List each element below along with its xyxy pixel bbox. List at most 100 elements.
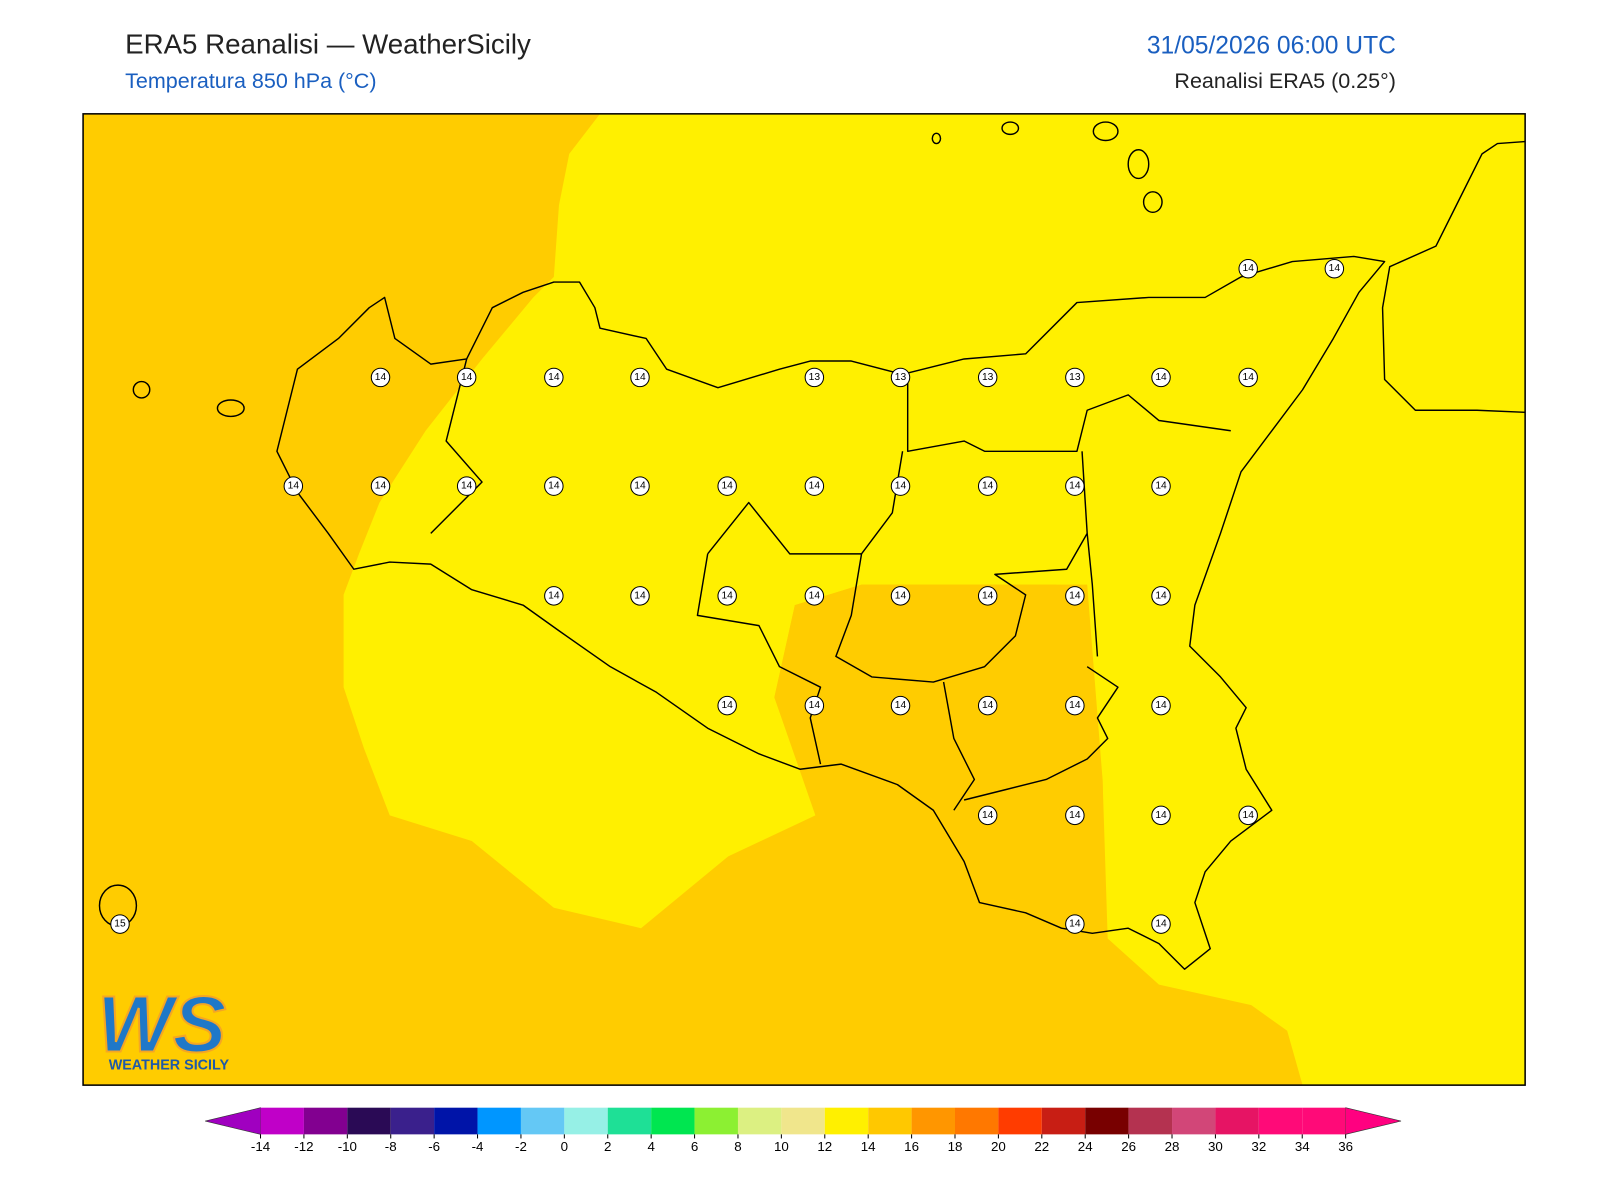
station-value: 14 [895,700,907,711]
station-marker [544,476,564,496]
source: Reanalisi ERA5 (0.25°) [1174,69,1395,93]
station-marker [1324,258,1345,279]
colorbar: -14 -12 -10 -8 -6 -4 -2 0 2 4 6 8 10 12 14 16 18 20 22 24 26… [205,1107,1402,1154]
station-value: 14 [548,481,560,492]
colorbar-tick-label: 10 [774,1139,789,1154]
station-marker [630,586,650,606]
station-marker [370,476,391,496]
station-marker [456,476,477,496]
station-marker [630,367,650,388]
station-marker [1151,476,1171,496]
colorbar-bin [477,1107,521,1135]
colorbar-tick-label: 16 [904,1139,919,1154]
colorbar-bin [434,1107,478,1135]
station-value: 14 [1069,590,1081,601]
station-value: 14 [461,372,473,383]
colorbar-bin [1128,1107,1173,1135]
colorbar-bin [520,1107,565,1135]
island [1001,121,1020,136]
station-value: 14 [1155,372,1167,383]
colorbar-bin [694,1107,738,1135]
colorbar-tick-label: -6 [428,1139,440,1154]
colorbar-bin [1215,1107,1259,1135]
station-marker [1238,367,1258,388]
station-value: 14 [1069,919,1081,930]
station-value: 14 [634,590,646,601]
colorbar-tick-label: 14 [861,1139,876,1154]
colorbar-bin [998,1107,1042,1135]
station-marker [804,695,825,716]
station-marker [977,805,998,826]
station-value: 14 [1329,263,1341,274]
logo-mark: WS [97,979,226,1068]
colorbar-tick-label: -10 [338,1139,357,1154]
island [1142,191,1163,214]
colorbar-tick-label: 36 [1338,1139,1353,1154]
colorbar-tick-label: 34 [1295,1139,1310,1154]
station-marker [804,476,825,496]
station-value: 13 [982,372,994,383]
station-value: 14 [809,700,821,711]
colorbar-bin [607,1107,652,1135]
colorbar-bin [954,1107,999,1135]
calabria-coast [1381,140,1526,414]
station-value: 13 [809,372,821,383]
colorbar-bin [737,1107,782,1135]
colorbar-bin [1258,1107,1303,1135]
colorbar-bin [911,1107,955,1135]
colorbar-bin [303,1107,348,1135]
colorbar-bin [781,1107,825,1135]
station-value: 15 [114,919,126,930]
datetime: 31/05/2026 06:00 UTC [1147,32,1396,59]
station-value: 14 [1243,263,1255,274]
colorbar-bin [564,1107,608,1135]
island [931,132,942,145]
station-marker [1151,586,1171,606]
coastline [276,255,1386,970]
colorbar-bin [1172,1107,1216,1135]
logo-name: WEATHER SICILY [109,1058,230,1074]
colorbar-tick-label: -8 [385,1139,397,1154]
colorbar-tick-label: 6 [691,1139,698,1154]
station-value: 14 [982,810,994,821]
colorbar-tick-label: 26 [1121,1139,1136,1154]
station-marker [1065,367,1085,388]
island [132,380,151,399]
station-value: 14 [375,481,387,492]
colorbar-tick-label: -12 [294,1139,313,1154]
station-marker [977,695,998,716]
colorbar-under [205,1107,261,1135]
station-marker [110,914,130,934]
colorbar-over [1345,1107,1402,1135]
province-borders [430,358,1231,811]
station-marker [1151,367,1171,388]
station-marker [1065,586,1085,606]
station-value: 14 [1069,481,1081,492]
map: 14 14 14 14 14 14 13 13 13 13 14 14 14 14 14 14 14 14 14 14… [82,113,1526,1086]
station-value: 14 [1069,810,1081,821]
colorbar-tick-label: -2 [515,1139,527,1154]
station-value: 14 [982,700,994,711]
station-marker [804,586,825,606]
station-value: 14 [809,590,821,601]
station-value: 14 [895,481,907,492]
station-marker [890,695,911,716]
station-marker [1065,914,1085,934]
colorbar-bin [651,1107,695,1135]
station-marker [977,476,998,496]
station-marker [544,367,564,388]
station-value: 13 [895,372,907,383]
station-value: 14 [1155,590,1167,601]
colorbar-bin [868,1107,912,1135]
station-marker [1065,695,1085,716]
colorbar-tick-label: 2 [604,1139,611,1154]
station-value: 14 [721,481,733,492]
station-marker [1238,258,1258,279]
colorbar-tick-label: 20 [991,1139,1006,1154]
station-marker [890,586,911,606]
colorbar-tick-label: 0 [561,1139,568,1154]
colorbar-bin [260,1107,304,1135]
colorbar-tick-label: 18 [948,1139,963,1154]
station-value: 14 [721,700,733,711]
